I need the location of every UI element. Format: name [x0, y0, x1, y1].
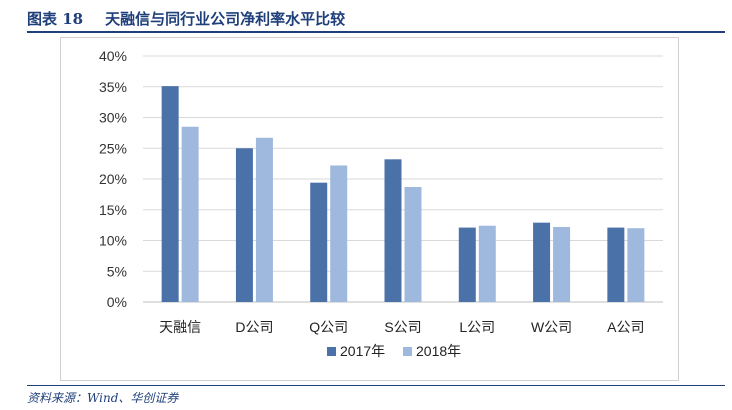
bar-2018	[255, 137, 273, 302]
figure-title-bar: 图表 18 天融信与同行业公司净利率水平比较	[27, 7, 725, 33]
x-tick-label: A公司	[607, 319, 644, 335]
bar-2018	[627, 228, 645, 302]
bar-2017	[533, 222, 551, 302]
legend-swatch-2018	[403, 347, 412, 356]
y-tick-label: 35%	[99, 79, 127, 95]
figure-label: 图表 18	[27, 10, 84, 28]
bar-2017	[310, 182, 328, 302]
legend-label-2018: 2018年	[416, 343, 461, 359]
y-tick-label: 25%	[99, 140, 127, 156]
y-tick-label: 5%	[107, 263, 127, 279]
bar-2017	[458, 227, 476, 302]
bar-2017	[384, 159, 402, 302]
y-tick-label: 30%	[99, 110, 127, 126]
source-note: 资料来源：Wind、华创证券	[27, 391, 179, 405]
y-tick-label: 20%	[99, 171, 127, 187]
y-tick-label: 40%	[99, 48, 127, 64]
x-tick-label: W公司	[531, 319, 572, 335]
y-tick-label: 0%	[107, 294, 127, 310]
bar-2018	[181, 126, 199, 302]
y-tick-label: 10%	[99, 233, 127, 249]
bar-chart: 0% 5% 10% 15% 20% 25% 30% 35% 40% 天融信 D公司 Q公司 S公司 L公司…	[99, 48, 663, 359]
figure-title: 天融信与同行业公司净利率水平比较	[105, 10, 346, 28]
bar-2018	[553, 226, 571, 302]
bar-2018	[404, 186, 422, 302]
x-tick-label: S公司	[384, 319, 421, 335]
source-divider	[27, 385, 725, 386]
x-tick-label: L公司	[459, 319, 495, 335]
x-tick-label: 天融信	[159, 319, 201, 335]
y-tick-label: 15%	[99, 202, 127, 218]
legend-label-2017: 2017年	[340, 343, 385, 359]
chart-frame: 0% 5% 10% 15% 20% 25% 30% 35% 40% 天融信 D公司 Q公司 S公司 L公司…	[60, 37, 679, 381]
x-tick-label: Q公司	[309, 319, 348, 335]
bar-2017	[607, 227, 625, 302]
bar-2018	[330, 165, 348, 302]
bar-2017	[161, 86, 179, 302]
x-tick-label: D公司	[235, 319, 273, 335]
bar-2018	[478, 225, 496, 302]
bar-2017	[235, 148, 253, 302]
legend-swatch-2017	[327, 347, 336, 356]
